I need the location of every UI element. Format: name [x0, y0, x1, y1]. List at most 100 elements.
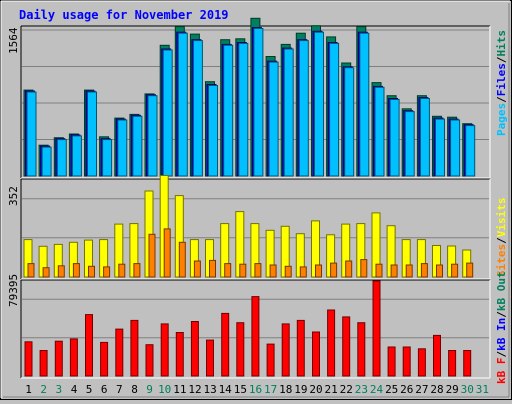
x-tick-label-28: 28 — [430, 383, 443, 396]
bottom-panel: 79395 — [7, 274, 491, 379]
x-tick-label-6: 6 — [101, 383, 108, 396]
bar-rect-middle-1-20 — [315, 264, 322, 278]
legend-separator: / — [495, 311, 508, 318]
bar-rect-bottom-0-29 — [448, 350, 457, 377]
legend-item-files: Files — [495, 63, 508, 96]
bar-rect-bottom-0-3 — [54, 340, 63, 377]
bar-kb-f-20 — [312, 331, 320, 377]
bar-rect-top-2-27 — [419, 98, 430, 177]
bar-sites-29 — [451, 263, 459, 278]
bar-rect-middle-1-12 — [193, 260, 201, 278]
bar-rect-middle-1-8 — [133, 263, 141, 278]
bar-rect-bottom-0-17 — [266, 343, 275, 377]
bar-rect-middle-1-10 — [163, 228, 171, 278]
bar-rect-middle-1-22 — [345, 260, 353, 278]
x-tick-label-16: 16 — [249, 383, 262, 396]
bar-rect-top-2-22 — [344, 67, 355, 177]
bar-sites-3 — [57, 265, 65, 278]
bar-pages-15 — [238, 42, 249, 177]
bar-pages-17 — [268, 61, 279, 177]
legend-item-visits: Visits — [495, 198, 508, 238]
bar-rect-bottom-0-12 — [190, 321, 199, 377]
bar-rect-top-2-25 — [389, 99, 400, 177]
x-tick-label-23: 23 — [355, 383, 368, 396]
bar-rect-top-2-28 — [435, 118, 445, 177]
legend-top: Pages/Files/Hits — [495, 30, 508, 136]
bar-rect-middle-1-27 — [420, 263, 428, 278]
bar-sites-21 — [330, 262, 338, 278]
x-tick-label-3: 3 — [55, 383, 62, 396]
bar-pages-8 — [132, 115, 143, 177]
bar-rect-middle-1-9 — [148, 233, 156, 278]
bar-rect-top-2-2 — [41, 146, 52, 177]
bar-sites-13 — [209, 259, 216, 278]
bar-rect-top-2-24 — [374, 86, 385, 177]
bar-rect-bottom-0-13 — [206, 339, 214, 377]
bar-rect-middle-1-7 — [118, 263, 126, 278]
x-tick-label-8: 8 — [131, 383, 138, 396]
bar-sites-28 — [436, 264, 443, 278]
bar-rect-top-2-29 — [450, 119, 461, 177]
bar-kb-f-15 — [236, 322, 245, 377]
bar-rect-bottom-0-14 — [221, 312, 230, 377]
bar-rect-top-2-10 — [162, 49, 173, 177]
bar-sites-11 — [178, 241, 186, 278]
bar-rect-top-2-14 — [223, 44, 234, 177]
x-tick-label-26: 26 — [400, 383, 413, 396]
bar-rect-bottom-0-30 — [463, 350, 472, 377]
bar-rect-top-2-8 — [132, 115, 143, 177]
bar-pages-9 — [147, 95, 158, 177]
x-tick-label-7: 7 — [116, 383, 123, 396]
legend-separator: / — [495, 351, 508, 358]
bar-rect-middle-1-4 — [72, 263, 80, 278]
bar-kb-f-26 — [402, 346, 411, 377]
x-tick-label-5: 5 — [86, 383, 93, 396]
bar-pages-28 — [435, 118, 445, 177]
bar-rect-top-2-9 — [147, 95, 158, 177]
bar-rect-middle-1-1 — [27, 263, 35, 278]
bar-kb-f-4 — [69, 338, 78, 377]
bar-rect-bottom-0-16 — [251, 296, 260, 377]
bar-sites-18 — [284, 265, 292, 278]
bar-rect-middle-1-18 — [284, 265, 292, 278]
bar-rect-middle-1-13 — [209, 259, 216, 278]
bar-pages-23 — [359, 32, 370, 177]
bar-rect-bottom-0-20 — [312, 331, 320, 377]
chart-panels: 1564 352 79395 — [7, 17, 491, 379]
bar-sites-23 — [360, 259, 368, 278]
bar-rect-bottom-0-4 — [69, 338, 78, 377]
bar-rect-bottom-0-28 — [433, 334, 441, 377]
x-tick-label-24: 24 — [370, 383, 384, 396]
bar-sites-7 — [118, 263, 126, 278]
bar-rect-bottom-0-15 — [236, 322, 245, 377]
bar-rect-bottom-0-19 — [296, 319, 305, 377]
legend-item-hits: Hits — [495, 30, 508, 57]
bar-pages-21 — [329, 42, 340, 177]
bar-pages-1 — [26, 91, 37, 177]
bar-pages-26 — [404, 111, 415, 177]
bar-kb-f-12 — [190, 321, 199, 377]
x-tick-label-10: 10 — [158, 383, 171, 396]
bar-pages-7 — [117, 119, 128, 177]
bar-rect-bottom-0-9 — [145, 344, 154, 377]
bar-pages-19 — [298, 40, 309, 177]
bar-rect-middle-1-15 — [239, 263, 247, 278]
bar-rect-middle-1-30 — [466, 262, 474, 278]
bar-kb-f-10 — [160, 323, 169, 377]
middle-max-label: 352 — [7, 186, 20, 206]
bar-rect-bottom-0-10 — [160, 323, 169, 377]
bar-pages-13 — [208, 85, 218, 177]
x-tick-label-15: 15 — [234, 383, 247, 396]
bar-sites-5 — [88, 265, 95, 278]
bar-rect-middle-1-25 — [390, 264, 398, 278]
bar-rect-top-2-1 — [26, 91, 37, 177]
bar-rect-middle-1-6 — [103, 266, 111, 278]
bar-rect-middle-1-14 — [224, 263, 232, 278]
bar-rect-middle-1-29 — [451, 263, 459, 278]
bar-rect-top-2-3 — [56, 139, 67, 177]
chart-title: Daily usage for November 2019 — [19, 8, 229, 22]
bar-kb-f-24 — [372, 280, 381, 377]
bar-sites-24 — [375, 263, 383, 278]
